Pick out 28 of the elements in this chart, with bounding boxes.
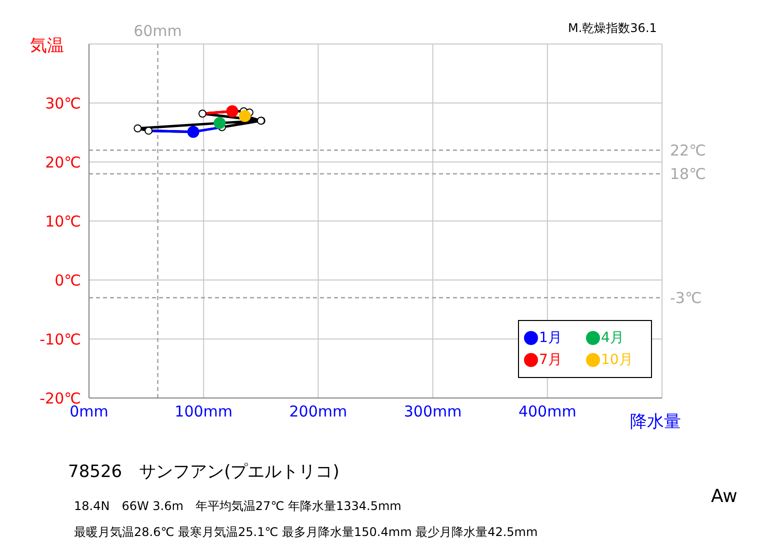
ref-line-label: -3℃: [670, 289, 702, 308]
y-tick-label: 30℃: [45, 94, 81, 112]
x-tick-label: 300mm: [404, 402, 462, 421]
point: [144, 126, 153, 135]
y-tick-label: -10℃: [40, 330, 81, 348]
x-tick-label: 400mm: [518, 402, 576, 421]
x-axis-title: 降水量: [630, 411, 681, 433]
y-tick-label: 20℃: [45, 153, 81, 172]
text: 18.4N 66W 3.6m 年平均気温27℃ 年降水量1334.5mm: [74, 498, 402, 515]
y-axis-title: 気温: [30, 35, 64, 57]
ref-line-label: 22℃: [670, 142, 706, 160]
text: 78526 サンフアン(プエルトリコ): [68, 461, 340, 483]
legend-label: 7月: [539, 351, 562, 369]
text: Aw: [711, 486, 738, 507]
point: [134, 124, 142, 132]
x-tick-label: 100mm: [174, 402, 233, 421]
text: M.乾燥指数36.1: [568, 20, 657, 37]
text: 最暖月気温28.6℃ 最寒月気温25.1℃ 最多月降水量150.4mm 最少月降水量42.5mm: [74, 524, 538, 541]
x-tick-label: 200mm: [289, 402, 348, 421]
point: [198, 110, 206, 118]
legend-label: 1月: [539, 329, 562, 347]
ref-line-label: 18℃: [670, 165, 706, 184]
ref-line-label: 60mm: [134, 22, 182, 40]
legend-label: 10月: [601, 351, 633, 369]
y-tick-label: 0℃: [54, 271, 81, 290]
y-tick-label: 10℃: [45, 212, 81, 230]
x-tick-label: 0mm: [70, 402, 108, 421]
legend-label: 4月: [601, 329, 624, 347]
